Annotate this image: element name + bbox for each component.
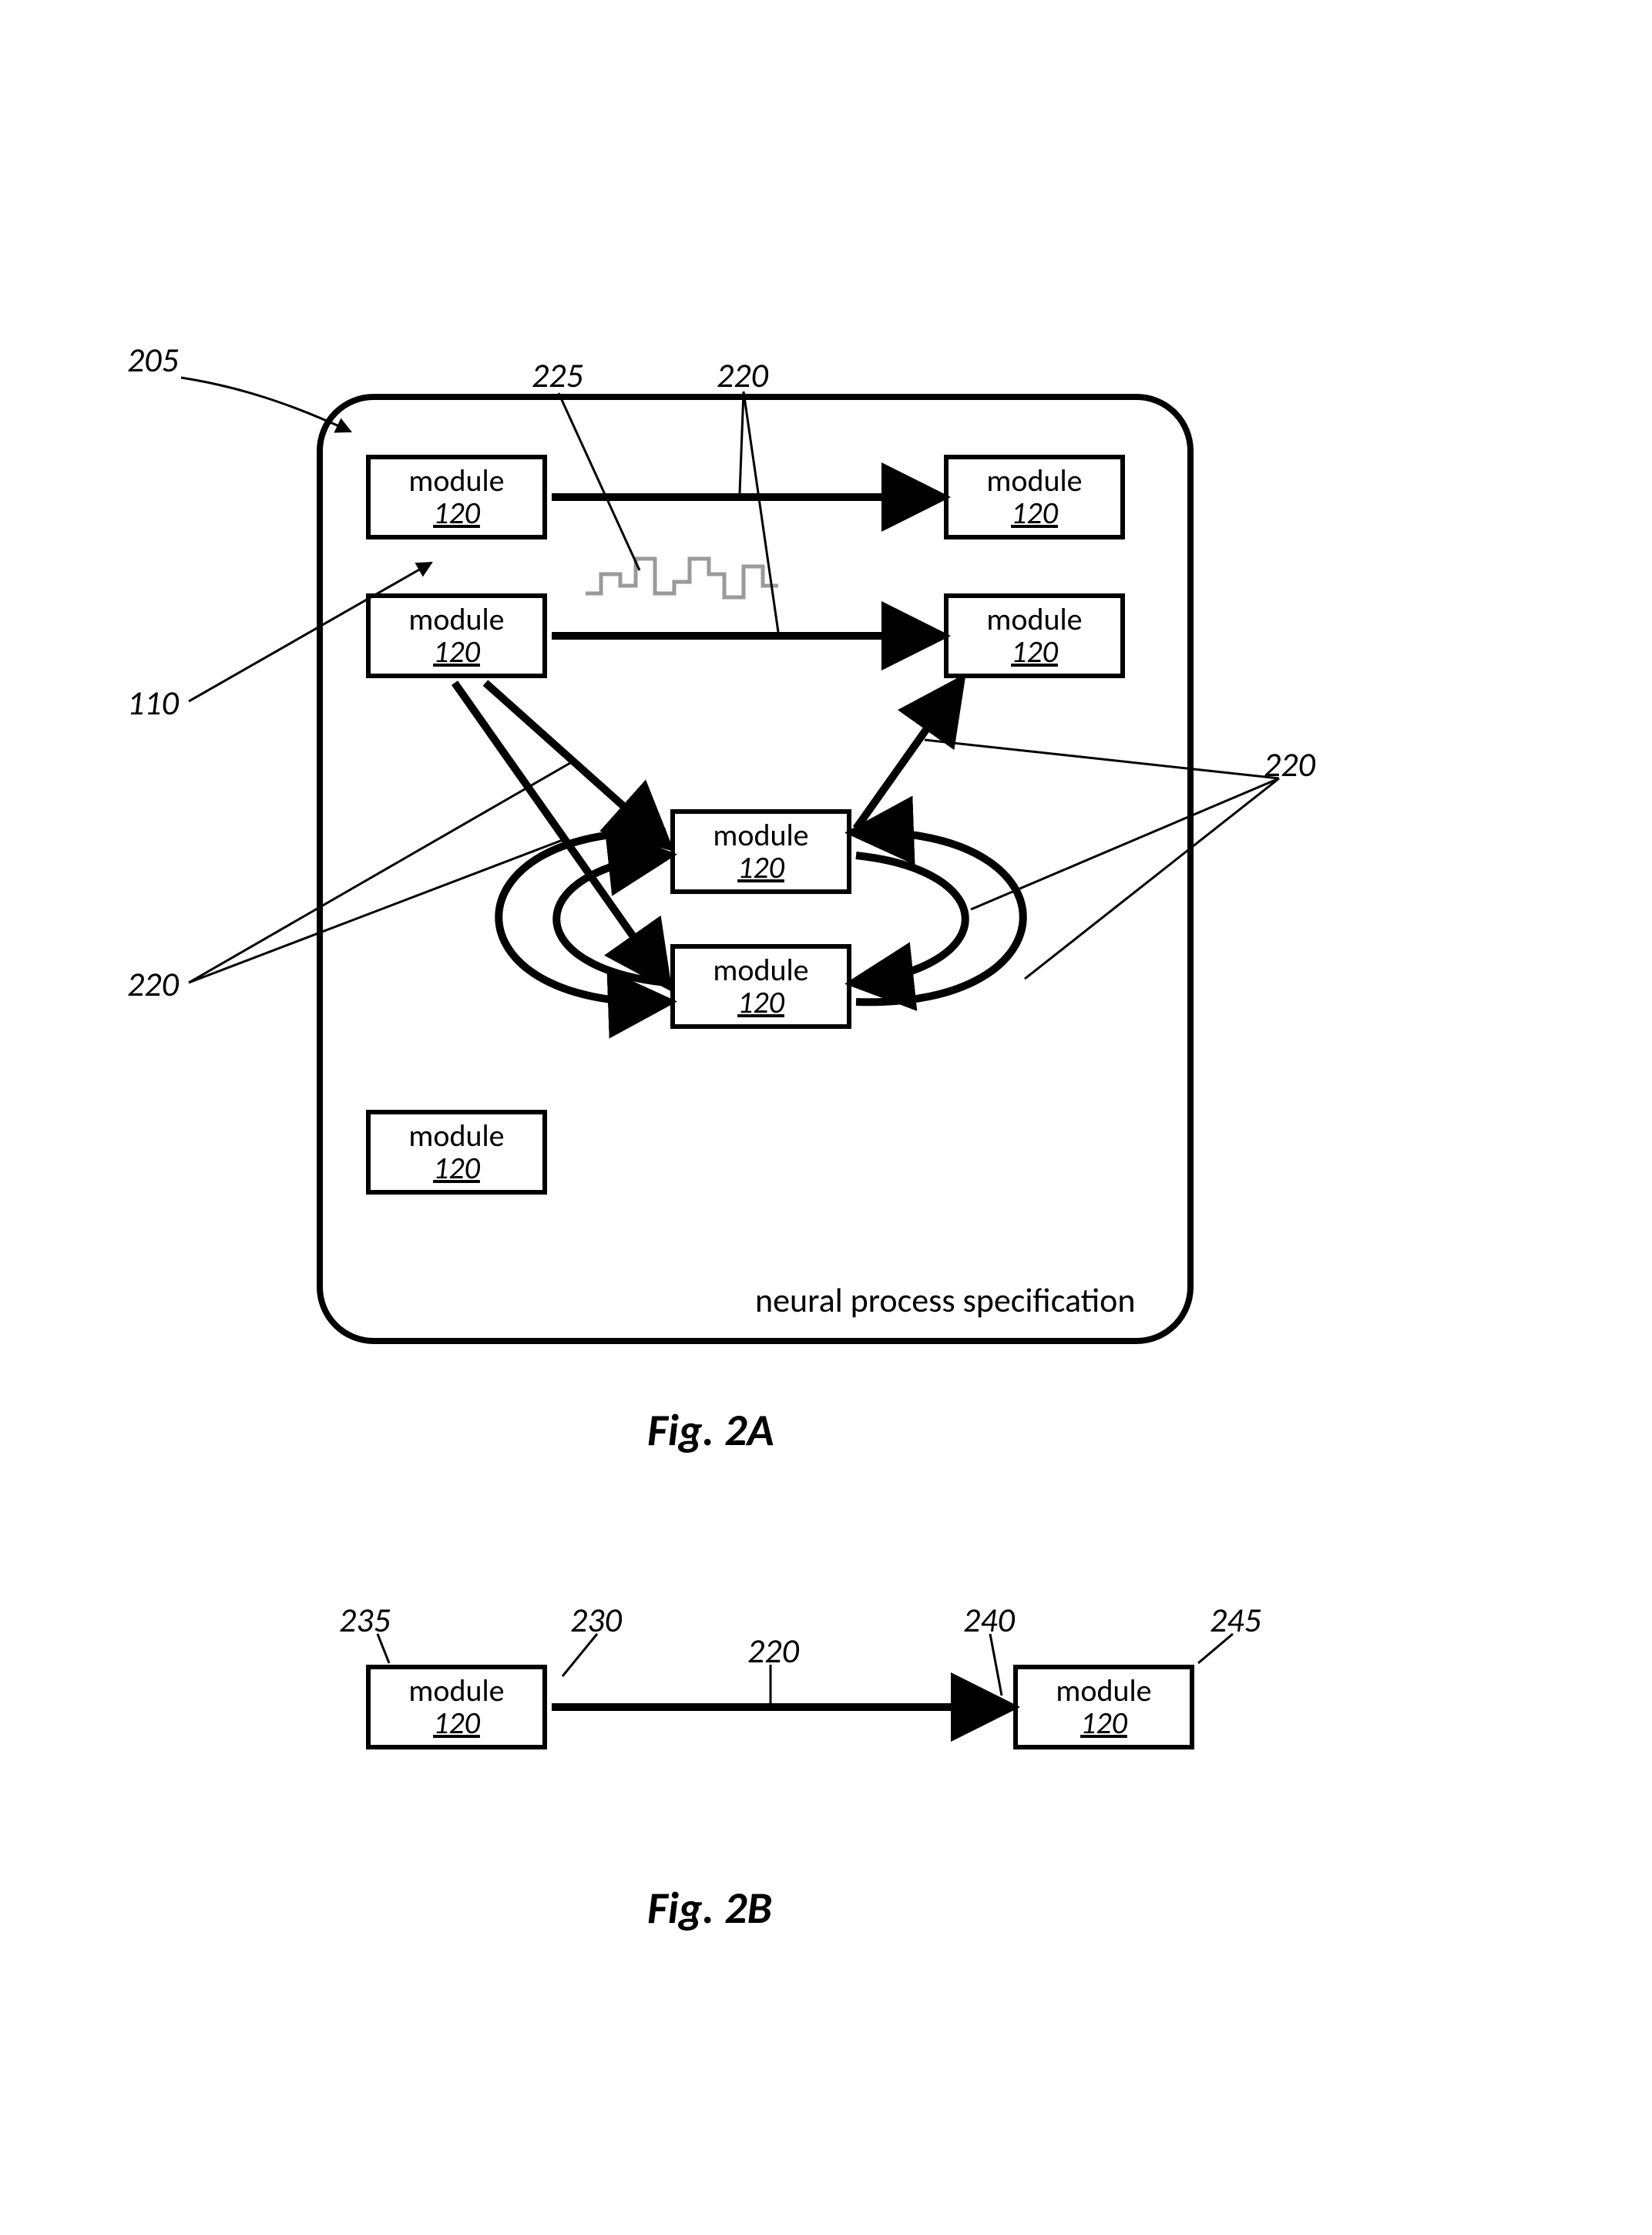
callout-245: 245 [1210, 1599, 1261, 1641]
module-label: module [713, 819, 808, 852]
leader-225 [559, 393, 640, 570]
callout-220-top: 220 [717, 355, 768, 396]
module-num: 120 [1011, 636, 1058, 668]
arc-midL-to-midR-left [499, 832, 666, 1003]
container-caption: neural process specification [755, 1279, 1135, 1321]
leader-220T-a [740, 392, 744, 493]
module-label: module [1056, 1675, 1151, 1707]
leader-220R-a [925, 740, 1279, 778]
callout-110: 110 [127, 682, 179, 724]
callout-225: 225 [532, 355, 583, 396]
module-box: module 120 [944, 455, 1125, 539]
module-num: 120 [433, 497, 480, 529]
module-box: module 120 [670, 944, 851, 1029]
leader-220T-b [744, 392, 778, 632]
module-box: module 120 [366, 455, 547, 539]
callout-240: 240 [963, 1599, 1015, 1641]
leader-220R-c [1025, 778, 1279, 979]
module-box: module 120 [1013, 1665, 1194, 1749]
callout-205: 205 [127, 339, 179, 381]
module-label: module [986, 465, 1082, 497]
arc-midR-to-midL-left [556, 855, 666, 983]
module-label: module [986, 603, 1082, 636]
module-num: 120 [1011, 497, 1058, 529]
module-num: 120 [737, 852, 784, 884]
diagram-canvas: neural process specification module 120 … [0, 0, 1652, 2235]
callout-230: 230 [570, 1599, 622, 1641]
leader-220L-a [189, 763, 570, 983]
module-box: module 120 [670, 809, 851, 894]
module-box: module 120 [944, 593, 1125, 678]
module-label: module [408, 1675, 504, 1707]
fig-2a-label: Fig. 2A [647, 1403, 774, 1457]
leader-205 [181, 378, 351, 432]
arrow-tl2-midL [485, 683, 666, 844]
module-label: module [713, 954, 808, 986]
leader-220R-b [971, 778, 1279, 909]
arc-midR-to-midL-right [856, 832, 1023, 1003]
arrow-midL-tr2 [856, 683, 959, 828]
arrow-tl2-midR [455, 683, 666, 983]
module-num: 120 [1080, 1707, 1127, 1739]
module-num: 120 [433, 636, 480, 668]
signal-squiggle [586, 559, 778, 597]
leader-240 [990, 1634, 1002, 1696]
module-num: 120 [737, 986, 784, 1019]
callout-220-left: 220 [127, 963, 179, 1005]
callout-220: 220 [747, 1630, 799, 1672]
module-num: 120 [433, 1152, 480, 1185]
module-num: 120 [433, 1707, 480, 1739]
module-box: module 120 [366, 1110, 547, 1195]
callout-220-right: 220 [1264, 744, 1315, 785]
fig-2b-label: Fig. 2B [647, 1880, 772, 1935]
module-label: module [408, 465, 504, 497]
svg-overlay [0, 0, 1652, 2235]
module-label: module [408, 1120, 504, 1152]
leader-220L-b [189, 840, 562, 983]
module-box: module 120 [366, 1665, 547, 1749]
callout-235: 235 [339, 1599, 391, 1641]
module-box: module 120 [366, 593, 547, 678]
arc-midL-to-midR-right [856, 855, 965, 983]
module-label: module [408, 603, 504, 636]
